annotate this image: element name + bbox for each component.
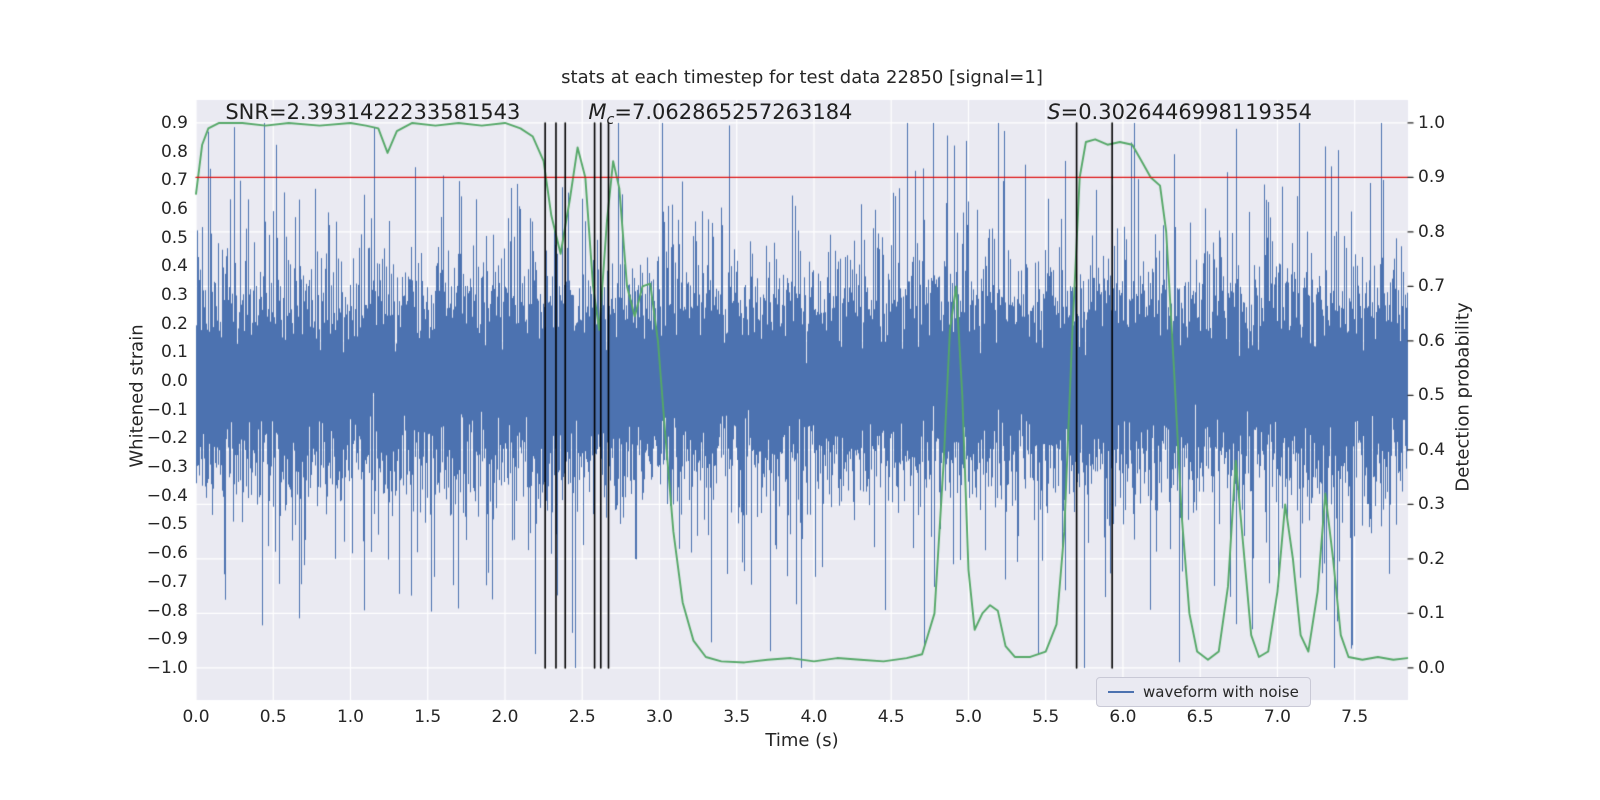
y-tick-label-left: 0.6: [160, 198, 188, 219]
x-tick-label: 7.5: [1341, 707, 1369, 727]
y-tick-label-left: −0.1: [146, 399, 188, 420]
y-tick-label-right: 0.1: [1418, 603, 1446, 624]
y-tick-label-left: −0.4: [146, 485, 188, 506]
annotation-chirp-mass-subscript: c: [606, 112, 615, 129]
x-tick-label: 2.0: [491, 707, 519, 727]
x-tick-label: 0.5: [259, 707, 287, 727]
annotation-chirp-mass-value: =7.062865257263184: [614, 100, 853, 124]
x-tick-label: 4.5: [877, 707, 905, 727]
annotation-chirp-mass: Mc=7.062865257263184: [588, 100, 852, 128]
x-tick-label: 7.0: [1263, 707, 1291, 727]
y-tick-label-right: 0.9: [1418, 167, 1446, 188]
x-tick-label: 1.0: [336, 707, 364, 727]
annotation-s-stat: S=0.3026446998119354: [1047, 100, 1312, 124]
y-axis-label-right: Detection probability: [1452, 302, 1474, 492]
chart-title: stats at each timestep for test data 228…: [561, 67, 1043, 88]
y-tick-label-left: −0.7: [146, 571, 188, 592]
x-tick-label: 5.0: [954, 707, 982, 727]
y-tick-label-left: 0.0: [160, 371, 188, 392]
y-tick-label-right: 0.3: [1418, 494, 1446, 515]
y-tick-label-right: 0.7: [1418, 276, 1446, 297]
y-tick-label-left: −1.0: [146, 657, 188, 678]
x-tick-label: 1.5: [414, 707, 442, 727]
y-tick-label-left: 0.7: [160, 170, 188, 191]
y-tick-label-right: 0.5: [1418, 385, 1446, 406]
y-tick-label-left: 0.4: [160, 256, 188, 277]
x-tick-label: 4.0: [800, 707, 828, 727]
y-tick-label-left: 0.8: [160, 141, 188, 162]
x-tick-label: 3.5: [723, 707, 751, 727]
x-tick-label: 6.0: [1109, 707, 1137, 727]
y-tick-label-right: 0.0: [1418, 657, 1446, 678]
x-tick-label: 5.5: [1032, 707, 1060, 727]
legend: waveform with noise: [1096, 677, 1311, 707]
x-tick-label: 2.5: [568, 707, 596, 727]
x-tick-label: 0.0: [182, 707, 210, 727]
y-tick-label-left: 0.3: [160, 285, 188, 306]
y-tick-label-left: −0.3: [146, 457, 188, 478]
annotation-s-stat-value: =0.3026446998119354: [1060, 100, 1312, 124]
annotation-snr: SNR=2.3931422233581543: [225, 100, 520, 124]
y-tick-label-right: 1.0: [1418, 112, 1446, 133]
y-tick-label-right: 0.4: [1418, 439, 1446, 460]
y-tick-label-left: −0.5: [146, 514, 188, 535]
y-tick-label-left: 0.1: [160, 342, 188, 363]
y-tick-label-right: 0.6: [1418, 330, 1446, 351]
y-tick-label-left: −0.2: [146, 428, 188, 449]
y-tick-label-left: 0.2: [160, 313, 188, 334]
y-tick-label-left: 0.9: [160, 112, 188, 133]
x-tick-label: 3.0: [645, 707, 673, 727]
y-tick-label-right: 0.8: [1418, 221, 1446, 242]
y-tick-label-left: −0.6: [146, 543, 188, 564]
annotation-snr-value: SNR=2.3931422233581543: [225, 100, 521, 124]
legend-label: waveform with noise: [1143, 683, 1299, 701]
x-axis-label: Time (s): [765, 730, 839, 751]
annotation-s-stat-symbol: S: [1047, 100, 1061, 124]
legend-line-sample: [1108, 691, 1134, 693]
y-tick-label-left: −0.8: [146, 600, 188, 621]
x-tick-label: 6.5: [1186, 707, 1214, 727]
y-tick-label-right: 0.2: [1418, 548, 1446, 569]
y-tick-label-left: 0.5: [160, 227, 188, 248]
y-tick-label-left: −0.9: [146, 629, 188, 650]
annotation-chirp-mass-symbol: M: [588, 100, 607, 124]
